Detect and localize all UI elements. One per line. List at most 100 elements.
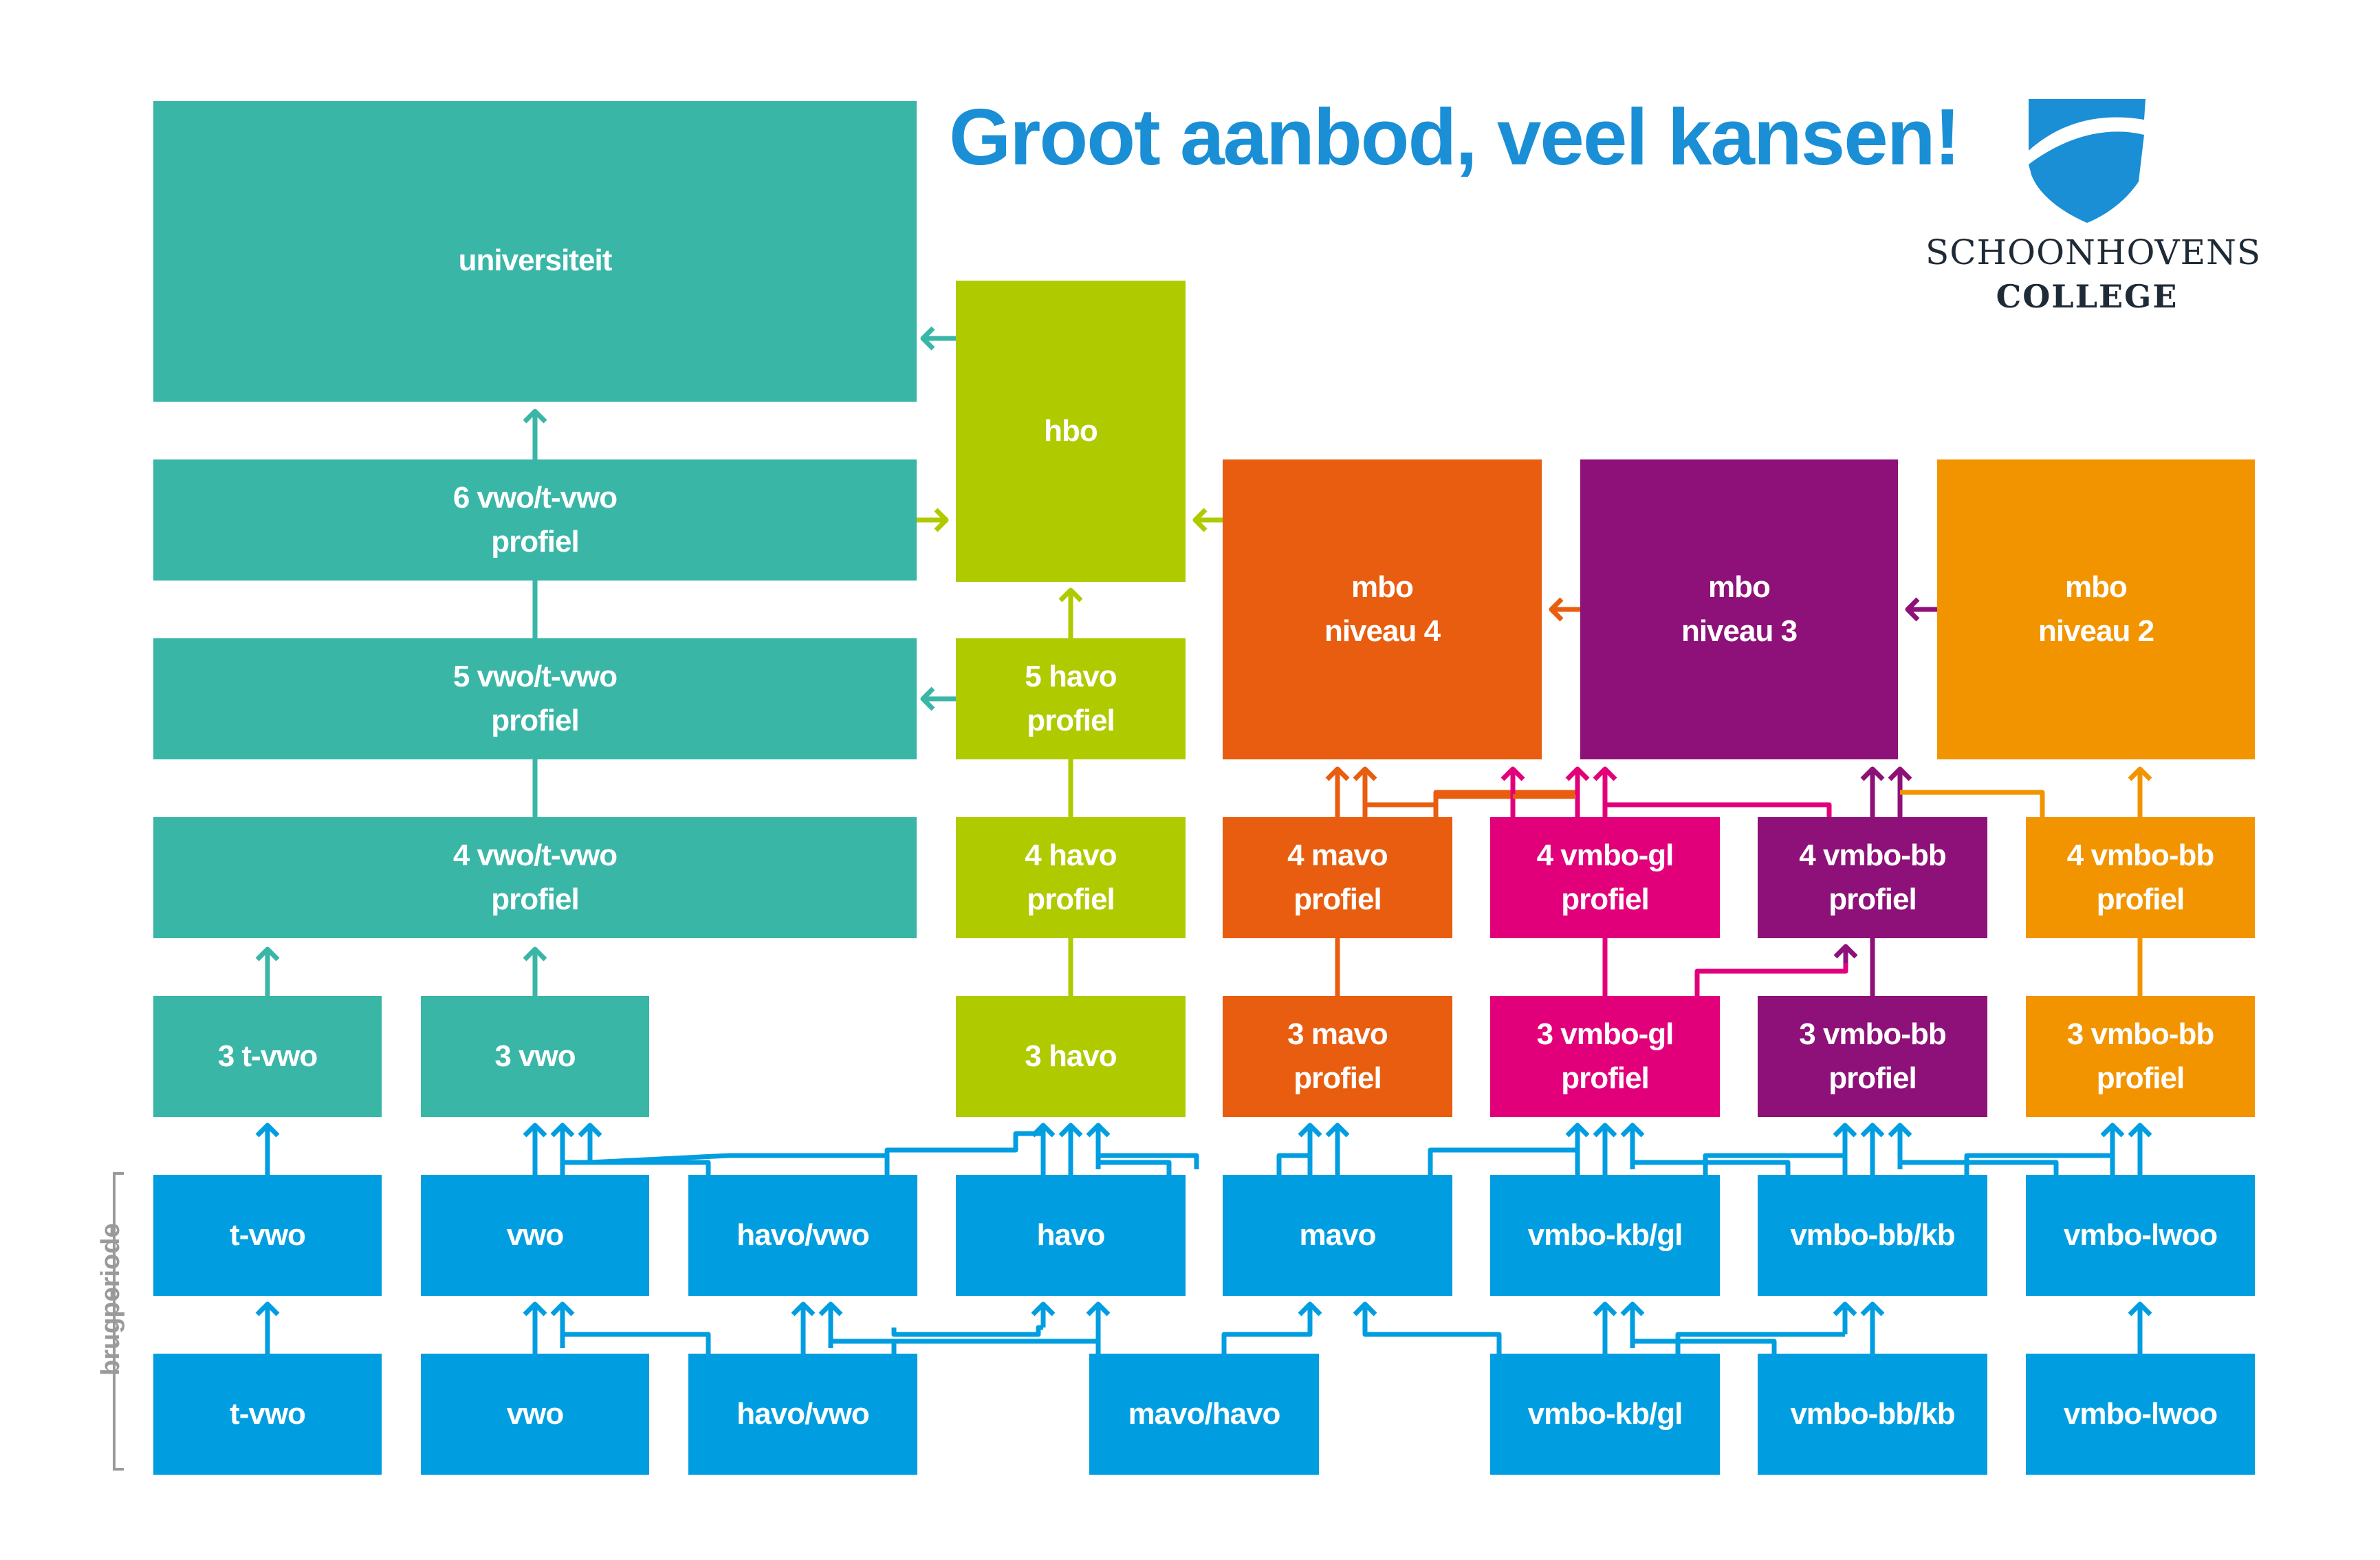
arrow-head-67	[1086, 1123, 1111, 1138]
logo-wordmark-line1: SCHOONHOVENS	[1925, 232, 2262, 272]
arrow-head-129	[1860, 1301, 1885, 1317]
box-brug2-havo: havo	[956, 1175, 1186, 1296]
arrow-head-23	[1905, 597, 1920, 622]
connector-line-103	[563, 1332, 711, 1354]
box-3-mavo: 3 mavo profiel	[1223, 996, 1452, 1117]
arrow-head-65	[1058, 1123, 1083, 1138]
box-4-vmbo-bb-purple: 4 vmbo-bb profiel	[1758, 817, 1987, 938]
connector-line-48	[1900, 790, 2045, 817]
page-title: Groot aanbod, veel kansen!	[949, 92, 1961, 182]
arrow-head-122	[1593, 1301, 1617, 1317]
arrow-head-33	[1593, 766, 1617, 781]
box-6-vwo: 6 vwo/t-vwo profiel	[153, 459, 917, 581]
box-3-vmbo-bb-orange: 3 vmbo-bb profiel	[2026, 996, 2255, 1117]
arrow-head-21	[1549, 597, 1564, 622]
connector-line-61	[589, 1153, 890, 1175]
box-mbo-niveau-3: mbo niveau 3	[1580, 459, 1898, 759]
box-brug1-t-vwo: t-vwo	[153, 1354, 382, 1475]
box-4-havo: 4 havo profiel	[956, 817, 1186, 938]
box-3-havo: 3 havo	[956, 996, 1186, 1117]
arrow-head-55	[523, 1123, 547, 1138]
arrow-head-37	[1500, 766, 1525, 781]
arrow-head-53	[255, 1123, 280, 1138]
connector-line-75	[1276, 1153, 1310, 1175]
box-universiteit: universiteit	[153, 101, 917, 402]
arrow-head-15	[1192, 508, 1208, 532]
arrow-head-57	[550, 1123, 575, 1138]
arrow-head-111	[1031, 1301, 1056, 1317]
box-brug2-vmbo-bb-kb: vmbo-bb/kb	[1758, 1175, 1987, 1296]
box-mbo-niveau-2: mbo niveau 2	[1937, 459, 2255, 759]
arrow-head-85	[1833, 1123, 1857, 1138]
arrow-head-35	[1565, 766, 1590, 781]
box-4-vmbo-bb-orange: 4 vmbo-bb profiel	[2026, 817, 2255, 938]
box-3-t-vwo: 3 t-vwo	[153, 996, 382, 1117]
connector-line-120	[1362, 1328, 1502, 1354]
logo-wordmark-line2: COLLEGE	[1996, 278, 2179, 315]
arrow-head-9	[934, 508, 949, 532]
arrow-head-13	[920, 686, 935, 711]
box-brug1-vwo: vwo	[421, 1354, 649, 1475]
arrow-head-100	[523, 1301, 547, 1317]
connector-line-83	[1633, 1160, 1791, 1175]
box-brug2-havo-vwo: havo/vwo	[688, 1175, 917, 1296]
box-brug2-vmbo-kb-gl: vmbo-kb/gl	[1490, 1175, 1720, 1296]
arrow-head-98	[255, 1301, 280, 1317]
connector-line-108	[831, 1339, 897, 1354]
shield-logo-icon	[2029, 99, 2146, 223]
arrow-head-1	[523, 409, 547, 424]
box-brug2-vwo: vwo	[421, 1175, 649, 1296]
box-brug1-mavo-havo: mavo/havo	[1089, 1354, 1319, 1475]
arrow-head-87	[1860, 1123, 1885, 1138]
box-4-vmbo-gl: 4 vmbo-gl profiel	[1490, 817, 1720, 938]
arrow-head-95	[2128, 1123, 2152, 1138]
box-brug2-vmbo-lwoo: vmbo-lwoo	[2026, 1175, 2255, 1296]
box-brug2-t-vwo: t-vwo	[153, 1175, 382, 1296]
connector-line-70	[1100, 1153, 1199, 1169]
arrow-head-72	[1298, 1123, 1322, 1138]
arrow-head-102	[550, 1301, 575, 1317]
arrow-head-77	[1565, 1123, 1590, 1138]
arrow-head-74	[1325, 1123, 1350, 1138]
connector-line-130	[1675, 1332, 1845, 1354]
arrow-head-42	[1833, 944, 1858, 959]
arrow-head-59	[578, 1123, 602, 1138]
box-5-havo: 5 havo profiel	[956, 638, 1186, 759]
connector-line-90	[1900, 1160, 2059, 1175]
connector-line-91	[1703, 1153, 1845, 1175]
arrow-head-51	[2128, 766, 2152, 781]
arrow-head-127	[1833, 1301, 1857, 1317]
box-brug1-havo-vwo: havo/vwo	[688, 1354, 917, 1475]
arrow-head-105	[791, 1301, 816, 1317]
connector-line-40	[1694, 948, 1848, 996]
connector-line-30	[1433, 794, 1560, 817]
arrow-head-19	[1058, 587, 1083, 603]
connector-line-69	[1098, 1160, 1172, 1175]
connector-line-82	[1428, 1147, 1577, 1175]
box-5-vwo: 5 vwo/t-vwo profiel	[153, 638, 917, 759]
connector-line-39	[1605, 802, 1832, 817]
connector-line-60	[560, 1160, 711, 1175]
arrow-head-47	[1888, 766, 1912, 781]
connector-line-96	[1964, 1153, 2112, 1175]
arrow-head-113	[1086, 1301, 1111, 1317]
box-4-vwo: 4 vwo/t-vwo profiel	[153, 817, 917, 938]
arrow-head-5	[255, 946, 280, 962]
arrow-head-93	[2100, 1123, 2125, 1138]
connector-line-68	[884, 1131, 1043, 1175]
box-mbo-niveau-4: mbo niveau 4	[1223, 459, 1542, 759]
arrow-head-124	[1620, 1301, 1645, 1317]
box-brug2-mavo: mavo	[1223, 1175, 1452, 1296]
box-4-mavo: 4 mavo profiel	[1223, 817, 1452, 938]
box-3-vmbo-gl: 3 vmbo-gl profiel	[1490, 996, 1720, 1117]
box-3-vwo: 3 vwo	[421, 996, 649, 1117]
box-3-vmbo-bb-purple: 3 vmbo-bb profiel	[1758, 996, 1987, 1117]
arrow-head-89	[1888, 1123, 1912, 1138]
box-brug1-vmbo-bb-kb: vmbo-bb/kb	[1758, 1354, 1987, 1475]
arrow-head-119	[1353, 1301, 1377, 1317]
box-hbo: hbo	[956, 281, 1186, 582]
arrow-head-107	[818, 1301, 843, 1317]
arrow-head-132	[2128, 1301, 2152, 1317]
connector-line-117	[1221, 1328, 1313, 1354]
connector-line-114	[891, 1339, 1098, 1354]
